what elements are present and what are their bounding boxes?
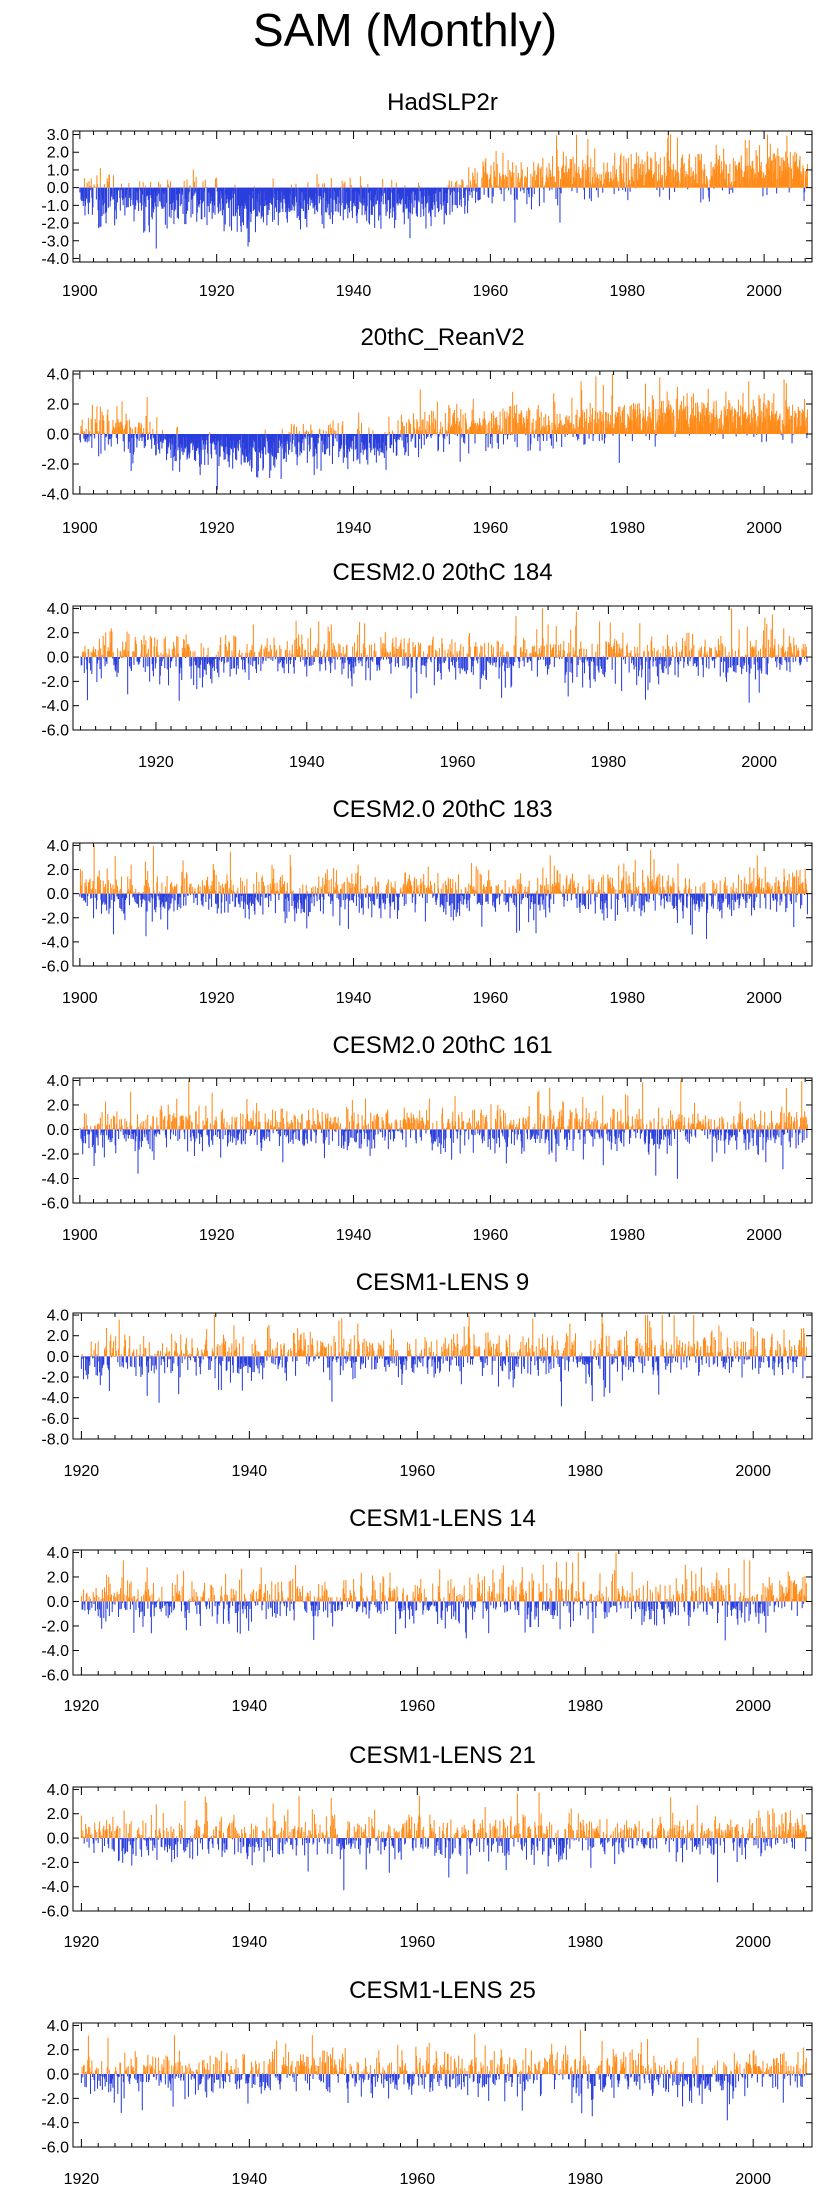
panel-4-title: CESM2.0 20thC 183 [332,796,552,823]
y-tick-label: 0.0 [47,180,69,197]
y-tick-label: -3.0 [41,233,69,250]
y-tick-label: 0.0 [47,650,69,667]
y-tick-label: -6.0 [41,723,69,740]
panel-3-frame [72,605,813,731]
x-tick-label: 1940 [336,283,372,300]
x-tick-label: 1980 [609,283,645,300]
y-tick-label: -4.0 [41,698,69,715]
panel-2-bars [79,374,808,490]
x-tick-label: 2000 [746,520,782,537]
x-tick-label: 2000 [741,754,777,771]
x-tick-label: 1920 [199,283,235,300]
panel-4-bars [79,845,808,939]
x-tick-label: 1980 [591,754,627,771]
y-tick-label: -2.0 [41,674,69,691]
x-tick-label: 1920 [199,520,235,537]
x-tick-label: 1940 [336,520,372,537]
panel-2-title: 20thC_ReanV2 [360,324,524,351]
panel-3-title: CESM2.0 20thC 184 [332,559,552,586]
figure-title: SAM (Monthly) [252,4,558,56]
x-tick-label: 1900 [62,520,98,537]
panel-3: CESM2.0 20thC 184 4.0 2.0 0.0 -2.0 -4.0 -6.0 19… [41,559,813,771]
x-tick-label: 1920 [138,754,174,771]
x-tick-label: 1940 [289,754,325,771]
panel-2: 20thC_ReanV2 4.0 2.0 0.0 -2.0 -4.0 1900 1920 194… [41,324,813,537]
panel-3-bars [80,608,808,703]
y-tick-label: 2.0 [47,145,69,162]
x-tick-label: 1960 [473,520,509,537]
panel-1-title: HadSLP2r [387,89,498,116]
y-tick-label: 2.0 [47,625,69,642]
y-tick-label: 4.0 [47,601,69,618]
y-tick-label: -1.0 [41,198,69,215]
panel-2-frame [72,370,813,495]
x-tick-label: 1980 [609,520,645,537]
y-tick-label: 4.0 [47,367,69,384]
y-tick-label: -4.0 [41,487,69,504]
y-tick-label: 0.0 [47,427,69,444]
panel-1: HadSLP2r 3.02.01.00.0-1.0-2.0-3.0-4.0 1900… [41,89,813,300]
x-tick-label: 2000 [746,283,782,300]
x-tick-label: 1900 [62,283,98,300]
x-tick-label: 1960 [440,754,476,771]
y-tick-label: -4.0 [41,251,69,268]
x-tick-label: 1960 [473,283,509,300]
panel-1-bars [79,134,808,249]
y-tick-label: -2.0 [41,457,69,474]
y-tick-label: 3.0 [47,127,69,144]
y-tick-label: 2.0 [47,397,69,414]
panel-1-frame [72,130,813,263]
panel-4: CESM2.0 20thC 1834.02.00.0-2.0-4.0-6.019… [41,796,813,1007]
y-tick-label: -2.0 [41,216,69,233]
y-tick-label: 1.0 [47,162,69,179]
